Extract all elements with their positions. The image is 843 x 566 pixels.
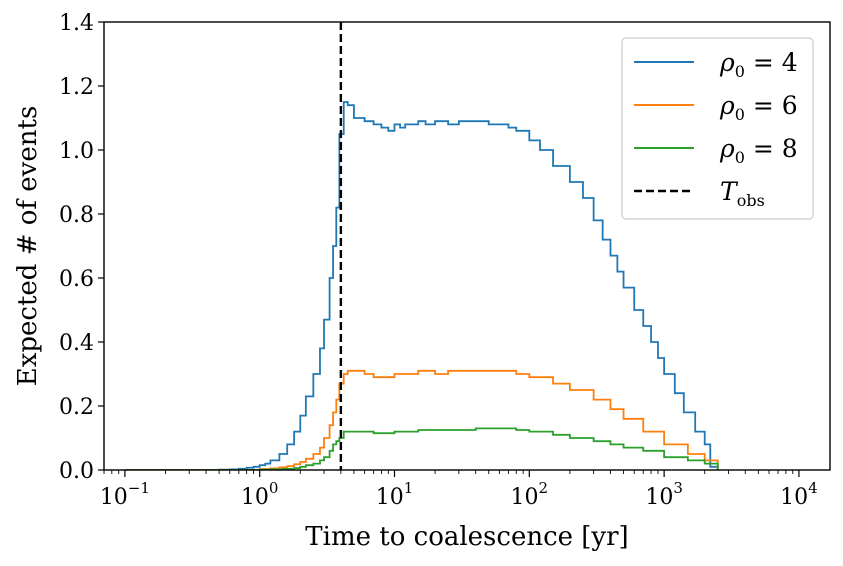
x-tick-label: 104 [780, 479, 818, 510]
x-tick-label: 102 [511, 479, 549, 510]
y-tick-label: 1.0 [59, 139, 94, 164]
x-tick-base: 10 [511, 485, 539, 510]
legend-box [621, 37, 814, 220]
y-tick-label: 0.2 [59, 395, 94, 420]
legend-label: ρ0 = 4 [719, 48, 798, 81]
legend-label: ρ0 = 6 [719, 91, 798, 124]
series-1-line [124, 101, 719, 470]
x-axis-label: Time to coalescence [yr] [305, 522, 628, 552]
x-tick-exponent: 0 [269, 479, 279, 497]
plot-frame [103, 21, 831, 471]
x-tick-base: 10 [100, 485, 128, 510]
series-3-line [124, 427, 719, 470]
x-tick-base: 10 [376, 485, 404, 510]
x-tick-base: 10 [645, 485, 673, 510]
x-tick-label: 101 [376, 479, 414, 510]
y-tick-label: 0.6 [59, 267, 94, 292]
legend-label: ρ0 = 8 [719, 134, 798, 167]
legend: ρ0 = 4 ρ0 = 6 ρ0 = 8 Tobs [621, 37, 814, 220]
y-tick-label: 1.4 [59, 11, 94, 36]
ticks-layer: 0.00.20.40.60.81.01.21.410−1 100 101 102 103… [59, 11, 818, 510]
x-tick-exponent: 3 [673, 479, 683, 497]
x-tick-label: 10−1 [100, 479, 150, 510]
series-2-line [124, 369, 719, 470]
x-tick-exponent: 2 [539, 479, 549, 497]
y-tick-label: 0.0 [59, 459, 94, 484]
x-tick-exponent: 1 [404, 479, 414, 497]
x-tick-label: 103 [645, 479, 683, 510]
x-tick-exponent: 4 [808, 479, 818, 497]
y-tick-label: 1.2 [59, 75, 94, 100]
y-tick-label: 0.4 [59, 331, 94, 356]
y-tick-label: 0.8 [59, 203, 94, 228]
x-tick-label: 100 [241, 479, 279, 510]
x-tick-exponent: −1 [128, 479, 150, 497]
x-tick-base: 10 [241, 485, 269, 510]
legend-label-t-obs: Tobs [720, 177, 765, 210]
series-layer [124, 101, 719, 470]
y-axis-label: Expected # of events [13, 106, 43, 387]
x-tick-base: 10 [780, 485, 808, 510]
